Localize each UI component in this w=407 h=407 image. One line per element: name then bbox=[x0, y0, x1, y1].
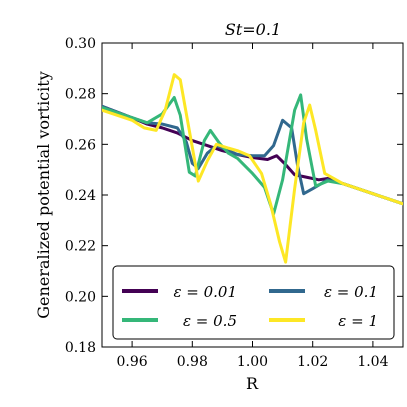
plot-series bbox=[102, 73, 403, 264]
legend-label: ε = 0.1 bbox=[324, 283, 378, 301]
legend: ε = 0.01 ε = 0.1 ε = 0.5 ε = 1 bbox=[112, 265, 395, 340]
x-tick-label: 1.04 bbox=[357, 354, 388, 370]
y-tick-label: 0.22 bbox=[65, 239, 96, 255]
y-tick-label: 0.24 bbox=[65, 188, 96, 204]
legend-label: ε = 0.01 bbox=[173, 283, 237, 301]
series-line-2 bbox=[102, 93, 403, 216]
legend-label: ε = 1 bbox=[338, 312, 378, 330]
legend-frame bbox=[112, 265, 395, 340]
y-tick-label: 0.20 bbox=[65, 289, 96, 305]
x-tick-label: 0.96 bbox=[117, 354, 148, 370]
x-tick-label: 1.00 bbox=[237, 354, 268, 370]
y-tick-label: 0.18 bbox=[65, 340, 96, 356]
x-axis-label: R bbox=[246, 374, 259, 393]
series-line-0 bbox=[102, 104, 403, 206]
axis-ticks: 0.96 0.98 1.00 1.02 1.04 0.18 0.20 0.22 0.24 0.26… bbox=[65, 36, 403, 370]
series-line-3 bbox=[102, 73, 403, 264]
legend-label: ε = 0.5 bbox=[183, 312, 237, 330]
x-tick-label: 1.02 bbox=[297, 354, 328, 370]
chart-title: St=0.1 bbox=[225, 20, 281, 39]
y-tick-label: 0.26 bbox=[65, 137, 96, 153]
y-tick-label: 0.28 bbox=[65, 87, 96, 103]
y-axis-label: Generalized potential vorticity bbox=[34, 71, 53, 318]
y-tick-label: 0.30 bbox=[65, 36, 96, 52]
x-tick-label: 0.98 bbox=[177, 354, 208, 370]
